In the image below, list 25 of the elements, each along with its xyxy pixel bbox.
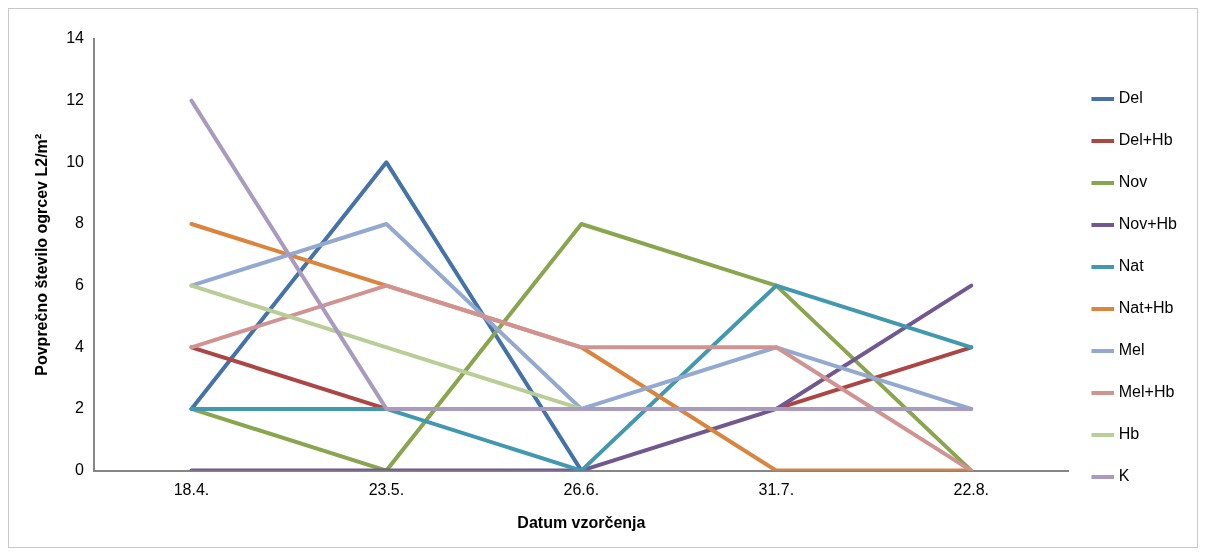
legend-label: Mel	[1118, 341, 1145, 359]
legend-label: Nov+Hb	[1118, 215, 1178, 233]
legend-label: Nov	[1118, 173, 1148, 191]
x-axis-title: Datum vzorčenja	[517, 513, 646, 531]
y-tick-label: 4	[75, 337, 85, 355]
x-tick-label: 18.4.	[173, 480, 210, 498]
y-tick-label: 12	[66, 91, 85, 109]
legend-label: Nat+Hb	[1118, 299, 1174, 317]
legend-label: Mel+Hb	[1118, 383, 1175, 401]
x-tick-label: 22.8.	[953, 480, 990, 498]
y-tick-label: 0	[75, 461, 85, 479]
y-tick-label: 8	[75, 214, 85, 232]
legend-label: Del	[1118, 89, 1143, 107]
legend-label: K	[1118, 467, 1130, 485]
y-tick-label: 2	[75, 399, 85, 417]
legend-label: Del+Hb	[1118, 131, 1173, 149]
x-tick-label: 26.6.	[563, 480, 600, 498]
x-tick-label: 23.5.	[368, 480, 405, 498]
y-axis-title: Povprečno število ogrcev L2/m²	[33, 133, 51, 376]
y-tick-label: 6	[75, 276, 85, 294]
legend-label: Nat	[1118, 257, 1145, 275]
y-tick-label: 14	[66, 29, 85, 47]
y-tick-label: 10	[66, 152, 85, 170]
legend-label: Hb	[1118, 425, 1140, 443]
x-tick-label: 31.7.	[758, 480, 795, 498]
